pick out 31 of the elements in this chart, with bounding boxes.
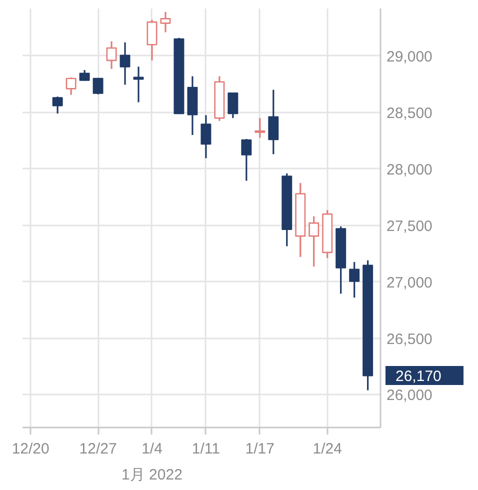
candlestick xyxy=(92,77,104,96)
text: 1月 2022 xyxy=(122,466,182,484)
text: 26,170 xyxy=(396,368,442,386)
x-tick-label: 1/11 xyxy=(192,440,220,458)
x-tick-label: 12/27 xyxy=(79,440,117,458)
candlestick xyxy=(66,76,76,96)
candlestick xyxy=(241,138,252,182)
candlestick xyxy=(133,66,144,104)
y-tick-label: 28,000 xyxy=(386,161,432,178)
candlestick xyxy=(160,11,171,34)
candlestick xyxy=(52,96,63,114)
x-tick-label: 1/4 xyxy=(142,440,162,458)
x-tick-label: 1/24 xyxy=(312,440,342,458)
candlestick xyxy=(268,89,279,155)
candlestick xyxy=(228,92,238,119)
x-tick-label: 12/20 xyxy=(12,440,50,458)
y-tick-label: 28,500 xyxy=(386,104,432,122)
candlestick xyxy=(120,42,130,86)
candlestick xyxy=(79,69,90,82)
candlestick xyxy=(106,40,117,70)
candlestick xyxy=(146,18,158,62)
y-tick-label: 26,000 xyxy=(386,387,432,404)
y-tick-label: 27,500 xyxy=(386,218,432,235)
y-tick-label: 27,000 xyxy=(386,274,432,292)
candlestick xyxy=(254,117,266,139)
y-tick-label: 29,000 xyxy=(386,48,432,66)
candlestick xyxy=(349,261,360,298)
y-tick-label: 26,500 xyxy=(386,330,432,348)
candlestick xyxy=(308,216,320,268)
x-tick-label: 1/17 xyxy=(245,440,275,458)
candlestick xyxy=(200,114,212,159)
